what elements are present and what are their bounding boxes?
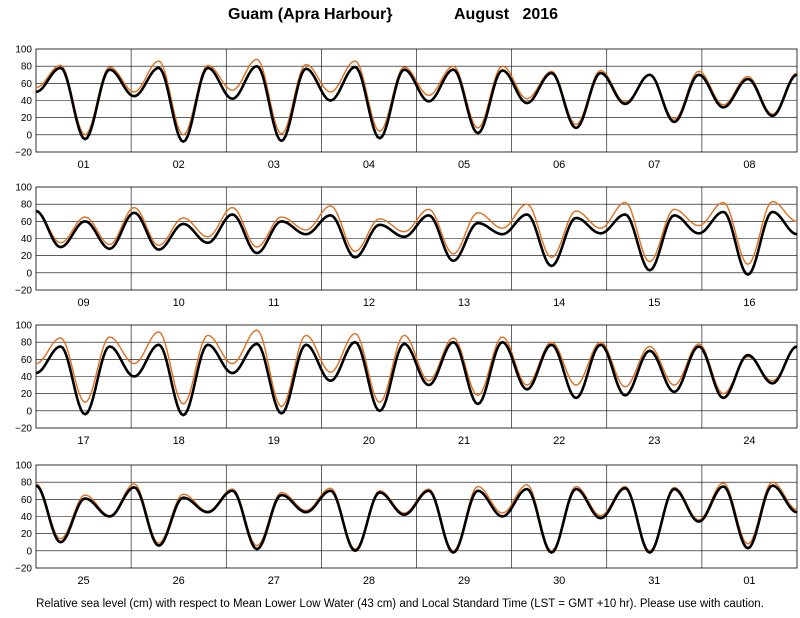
day-label: 08 [743,159,755,171]
day-label: 06 [553,159,565,171]
day-label: 16 [743,297,755,309]
y-tick-label: −20 [15,424,32,435]
day-label: 23 [648,435,660,447]
series-observed [35,64,798,143]
series-observed [35,209,798,276]
day-label: 31 [648,575,660,587]
day-label: 01 [743,575,755,587]
y-tick-label: 0 [26,406,32,417]
panel-4: 100 80 60 40 20 0 −20 25 26 27 28 29 30 31 01 [15,461,798,587]
day-label: 13 [458,297,470,309]
y-tick-label: 100 [15,321,32,332]
day-label: 15 [648,297,660,309]
title-location: Guam (Apra Harbour} [228,6,393,23]
day-label: 14 [553,297,565,309]
y-tick-label: 20 [21,529,33,540]
title-period: August 2016 [454,6,559,23]
series-predicted [35,200,798,265]
plot-frame [35,48,798,153]
y-tick-label: 20 [21,251,33,262]
day-label: 29 [458,575,470,587]
day-label: 09 [77,297,89,309]
day-label: 20 [363,435,375,447]
day-label: 03 [268,159,280,171]
y-tick-label: 100 [15,45,32,56]
day-label: 11 [268,297,279,309]
y-tick-label: 80 [21,62,33,73]
y-tick-label: 80 [21,200,33,211]
day-label: 05 [458,159,470,171]
day-label: 19 [268,435,280,447]
figure-title: Guam (Apra Harbour} August 2016 [0,4,800,26]
panel-3: 100 80 60 40 20 0 −20 17 18 19 20 21 22 23 24 [15,321,798,447]
y-tick-label: 60 [21,79,33,90]
y-tick-label: 40 [21,372,33,383]
y-tick-label: 60 [21,217,33,228]
y-tick-label: 60 [21,495,33,506]
y-tick-label: 0 [26,546,32,557]
day-label: 30 [553,575,565,587]
day-label: 22 [553,435,565,447]
day-label: 01 [77,159,89,171]
y-tick-label: 80 [21,478,33,489]
y-tick-label: 0 [26,130,32,141]
y-tick-label: −20 [15,286,32,297]
day-label: 17 [77,435,89,447]
day-label: 27 [268,575,280,587]
plot-frame [35,464,798,569]
plot-frame [35,186,798,291]
y-tick-label: 0 [26,268,32,279]
series-predicted [35,329,798,408]
day-label: 10 [173,297,185,309]
y-tick-label: 40 [21,512,33,523]
series-observed [35,340,798,417]
series-observed [35,484,798,554]
day-label: 21 [458,435,470,447]
panel-1: 100 80 60 40 20 0 −20 01 02 03 04 05 06 07 08 [15,45,798,171]
day-label: 26 [173,575,185,587]
y-tick-label: 40 [21,234,33,245]
y-tick-label: 100 [15,461,32,472]
y-tick-label: 40 [21,96,33,107]
y-tick-label: 20 [21,389,33,400]
day-label: 18 [173,435,185,447]
day-label: 02 [173,159,185,171]
day-label: 12 [363,297,375,309]
panel-2: 100 80 60 40 20 0 −20 09 10 11 12 13 14 15 16 [15,183,798,309]
plot-frame [35,324,798,429]
y-tick-label: 100 [15,183,32,194]
day-label: 24 [743,435,755,447]
y-tick-label: −20 [15,564,32,575]
y-tick-label: −20 [15,148,32,159]
y-tick-label: 60 [21,355,33,366]
day-label: 07 [648,159,660,171]
y-tick-label: 20 [21,113,33,124]
footnote: Relative sea level (cm) with respect to … [36,598,764,610]
day-label: 28 [363,575,375,587]
day-label: 04 [363,159,375,171]
y-tick-label: 80 [21,338,33,349]
day-label: 25 [77,575,89,587]
